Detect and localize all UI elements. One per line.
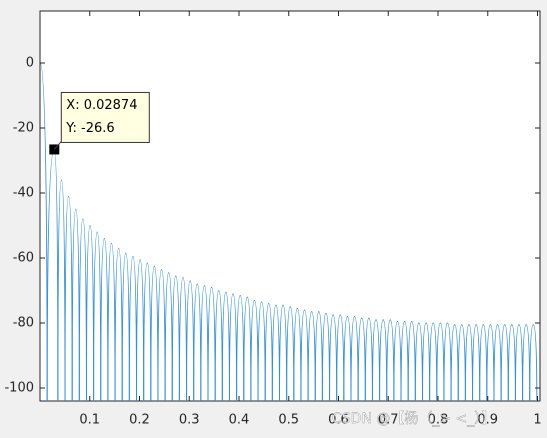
x-tick-label: 0.3 — [179, 413, 200, 428]
lobe — [493, 324, 502, 401]
datatip-x: X: 0.02874 — [66, 98, 137, 113]
curve — [40, 62, 538, 401]
lobe — [193, 283, 202, 401]
lobe — [107, 242, 116, 401]
datatip-pointer — [53, 141, 62, 150]
lobe — [379, 319, 388, 401]
lobe — [329, 314, 338, 401]
lobe — [407, 320, 416, 401]
lobe — [157, 268, 166, 401]
lobe — [514, 324, 524, 401]
lobe — [414, 322, 423, 401]
lobe — [57, 179, 66, 401]
lobe — [257, 301, 266, 401]
lobe — [171, 275, 180, 401]
lobe — [236, 294, 245, 401]
lobe — [93, 231, 102, 401]
y-tick-label: -60 — [13, 251, 34, 266]
lobe — [421, 322, 431, 401]
lobe — [293, 307, 302, 401]
lobe — [393, 320, 402, 401]
lobe — [357, 317, 366, 401]
lobe — [307, 311, 316, 401]
lobe — [400, 320, 409, 401]
lobe — [522, 324, 531, 401]
y-tick-label: -80 — [13, 316, 34, 331]
lobe — [472, 324, 481, 401]
lobe — [507, 324, 516, 401]
lobe — [71, 208, 80, 401]
lobe — [78, 218, 87, 401]
lobe — [386, 319, 395, 401]
lobe — [186, 280, 195, 401]
lobe — [479, 324, 488, 401]
lobe — [100, 237, 109, 401]
lobe — [143, 262, 152, 401]
x-tick-label: 1 — [533, 413, 541, 428]
lobe — [529, 324, 538, 401]
lobe — [121, 252, 130, 401]
lobe — [164, 272, 173, 401]
lobe — [457, 324, 466, 401]
lobe — [443, 322, 452, 401]
lobe — [264, 302, 273, 401]
lobe — [450, 324, 459, 401]
lobe — [207, 286, 216, 401]
lobe — [314, 311, 323, 401]
lobe — [464, 324, 474, 401]
lobe — [85, 224, 95, 401]
lobe — [200, 285, 209, 401]
lobe — [136, 259, 145, 401]
lobe — [178, 276, 188, 401]
y-tick-label: 0 — [26, 56, 34, 71]
x-tick-label: 0.5 — [278, 413, 299, 428]
lobe — [436, 322, 445, 401]
lobe — [321, 312, 331, 401]
lobe — [350, 315, 359, 401]
x-tick-label: 0.8 — [428, 413, 449, 428]
lobe — [214, 289, 223, 401]
lobe — [364, 317, 373, 401]
lobe — [300, 309, 309, 401]
x-tick-label: 0.1 — [79, 413, 100, 428]
x-tick-label: 0.9 — [477, 413, 498, 428]
lobe — [64, 195, 73, 401]
x-tick-label: 0.4 — [229, 413, 250, 428]
lobe — [271, 304, 280, 401]
lobe — [371, 319, 381, 401]
lobe — [150, 265, 159, 401]
lobe — [343, 315, 352, 401]
lobe — [228, 293, 238, 401]
x-tick-label: 0.7 — [378, 413, 399, 428]
lobe — [336, 314, 345, 401]
lobe — [243, 296, 252, 401]
y-tick-label: -100 — [4, 381, 34, 396]
watermark: CSDN @【杨（_> <_）】 — [332, 411, 495, 427]
y-tick-label: -20 — [13, 121, 34, 136]
datatip-box — [60, 91, 150, 143]
lobe — [286, 306, 295, 401]
lobe — [429, 322, 438, 401]
lobe — [128, 255, 138, 401]
lobe — [114, 247, 123, 401]
x-tick-label: 0.2 — [129, 413, 150, 428]
lobe — [486, 324, 495, 401]
datatip-y: Y: -26.6 — [65, 121, 114, 136]
lobe — [279, 304, 288, 401]
lobe — [221, 291, 230, 401]
x-tick-label: 0.6 — [328, 413, 349, 428]
y-tick-label: -40 — [13, 186, 34, 201]
lobe — [250, 299, 259, 401]
lobe — [500, 324, 509, 401]
overlay: 0 -20 -40 -60 -80 -100 0.1 0.2 0.3 0.4 0.5 0.6 0.7 0.… — [4, 11, 542, 428]
